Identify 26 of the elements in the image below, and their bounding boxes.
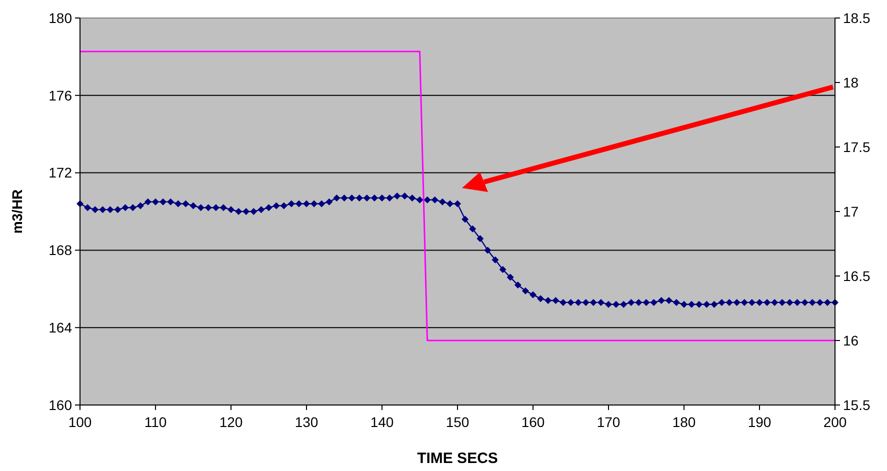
y-tick-label: 180 bbox=[48, 10, 72, 26]
y-tick-label: 164 bbox=[48, 320, 72, 336]
y-tick-label: 160 bbox=[48, 396, 72, 413]
y2-tick-label: 17 bbox=[843, 203, 859, 220]
y2-tick-label: 16 bbox=[843, 332, 859, 348]
y-tick-label: 168 bbox=[48, 242, 72, 258]
y2-tick-label: 15.5 bbox=[843, 396, 870, 413]
x-tick-label: 200 bbox=[823, 414, 847, 430]
x-tick-label: 190 bbox=[748, 414, 772, 430]
x-tick-label: 100 bbox=[68, 414, 92, 430]
x-tick-label: 140 bbox=[370, 414, 394, 430]
x-tick-label: 120 bbox=[219, 414, 243, 430]
x-tick-label: 150 bbox=[446, 414, 470, 430]
y2-tick-label: 17.5 bbox=[843, 138, 870, 155]
x-tick-label: 160 bbox=[521, 414, 545, 430]
y-tick-label: 176 bbox=[48, 87, 72, 104]
x-axis-title: TIME SECS bbox=[417, 450, 498, 467]
x-tick-label: 180 bbox=[672, 414, 696, 430]
x-tick-label: 110 bbox=[144, 414, 167, 430]
y-tick-label: 172 bbox=[48, 164, 72, 181]
y2-tick-label: 18 bbox=[843, 74, 859, 90]
x-tick-label: 130 bbox=[294, 414, 318, 430]
y-axis-title: m3/HR bbox=[9, 189, 25, 234]
y2-tick-label: 18.5 bbox=[843, 10, 870, 26]
x-tick-label: 170 bbox=[596, 414, 620, 430]
y2-tick-label: 16.5 bbox=[843, 268, 870, 284]
